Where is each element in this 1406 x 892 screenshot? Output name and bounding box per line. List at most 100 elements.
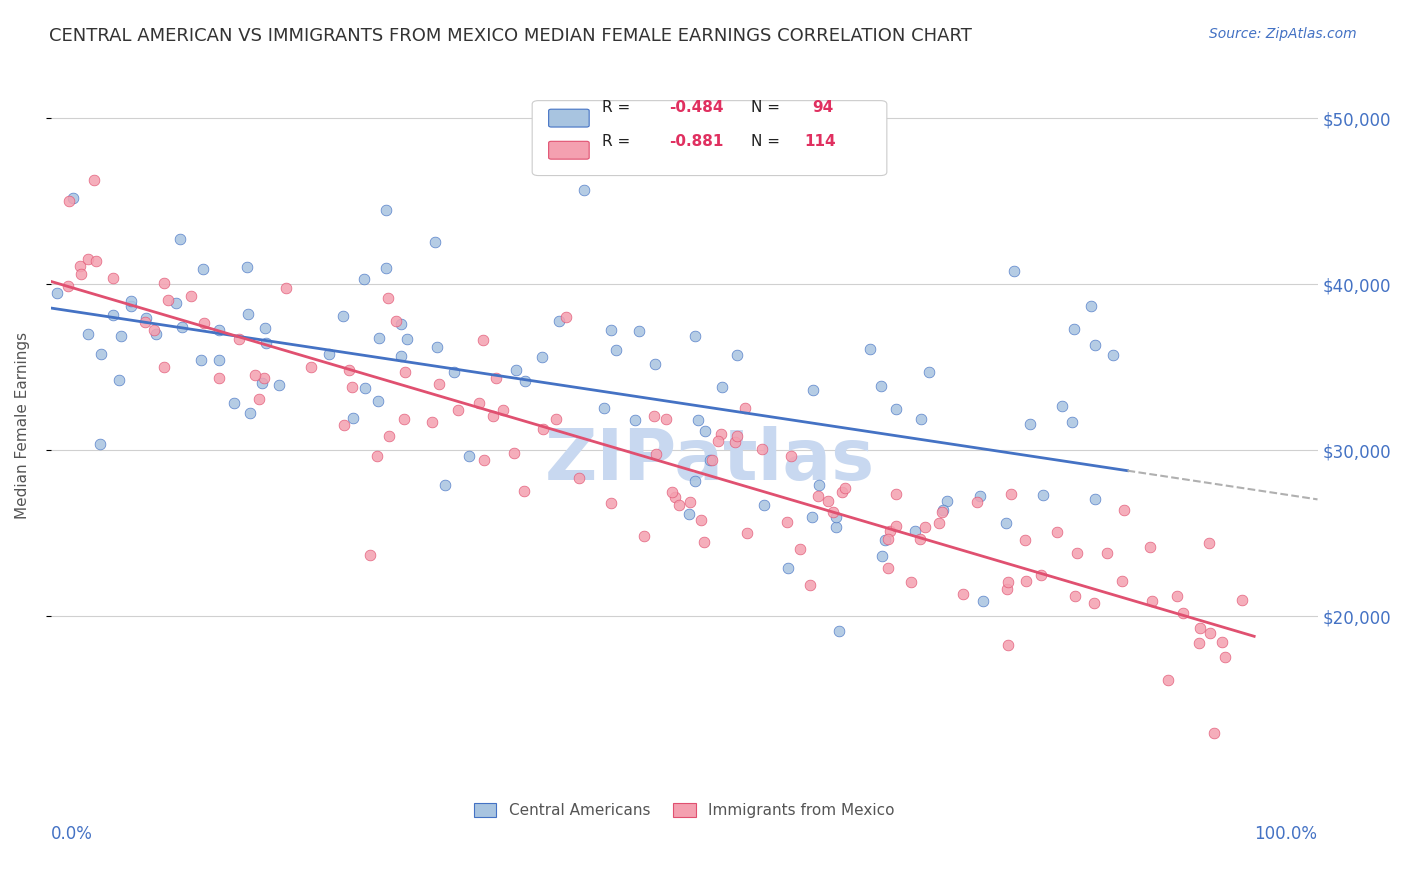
Point	[884, 401, 907, 416]
Point	[420, 415, 443, 429]
Point	[83, 173, 105, 187]
Point	[1052, 399, 1074, 413]
Point	[799, 578, 821, 592]
Point	[120, 299, 142, 313]
Point	[918, 365, 941, 379]
Point	[710, 380, 733, 394]
Point	[505, 362, 527, 376]
Point	[817, 493, 839, 508]
Point	[1032, 488, 1054, 502]
Point	[396, 332, 419, 346]
Point	[208, 353, 231, 368]
Point	[333, 418, 356, 433]
Point	[1080, 299, 1102, 313]
Point	[169, 231, 191, 245]
Point	[910, 412, 932, 426]
Point	[1083, 596, 1105, 610]
Point	[243, 368, 266, 382]
Point	[153, 276, 176, 290]
Text: R =: R =	[602, 100, 636, 115]
Point	[228, 332, 250, 346]
Point	[707, 434, 730, 449]
Point	[1114, 502, 1136, 516]
Point	[1095, 546, 1118, 560]
Point	[828, 624, 851, 639]
Text: N =: N =	[751, 134, 785, 149]
Point	[877, 561, 900, 575]
Point	[900, 574, 922, 589]
Point	[1000, 487, 1022, 501]
Point	[62, 191, 84, 205]
Point	[332, 309, 354, 323]
Point	[208, 322, 231, 336]
Point	[972, 593, 994, 607]
Point	[443, 365, 465, 379]
Point	[693, 535, 716, 549]
Point	[103, 308, 125, 322]
Point	[89, 437, 111, 451]
Point	[936, 494, 959, 508]
Point	[932, 502, 955, 516]
Point	[643, 409, 665, 423]
Point	[735, 525, 758, 540]
Point	[884, 518, 907, 533]
Point	[1046, 525, 1069, 540]
Point	[318, 347, 340, 361]
Point	[966, 495, 988, 509]
Point	[384, 313, 406, 327]
Point	[599, 323, 621, 337]
Point	[872, 549, 894, 564]
Point	[1102, 348, 1125, 362]
Point	[800, 510, 823, 524]
Point	[1063, 322, 1085, 336]
Point	[190, 353, 212, 368]
FancyBboxPatch shape	[548, 109, 589, 127]
Point	[655, 411, 678, 425]
Point	[661, 484, 683, 499]
Point	[725, 349, 748, 363]
Point	[179, 289, 201, 303]
FancyBboxPatch shape	[533, 101, 887, 176]
Point	[1198, 536, 1220, 550]
Point	[513, 483, 536, 498]
Point	[831, 484, 853, 499]
Point	[145, 326, 167, 341]
Point	[776, 515, 799, 529]
Point	[239, 406, 262, 420]
Point	[299, 360, 322, 375]
Point	[224, 395, 246, 409]
Point	[724, 434, 747, 449]
Point	[1199, 626, 1222, 640]
Text: R =: R =	[602, 134, 636, 149]
Text: CENTRAL AMERICAN VS IMMIGRANTS FROM MEXICO MEDIAN FEMALE EARNINGS CORRELATION CH: CENTRAL AMERICAN VS IMMIGRANTS FROM MEXI…	[49, 27, 972, 45]
Point	[801, 383, 824, 397]
Point	[914, 520, 936, 534]
Point	[1084, 338, 1107, 352]
Point	[485, 370, 508, 384]
Point	[903, 524, 925, 538]
Point	[423, 235, 446, 250]
Point	[859, 343, 882, 357]
Point	[1171, 606, 1194, 620]
Point	[513, 374, 536, 388]
Point	[45, 286, 67, 301]
Point	[250, 376, 273, 390]
Legend: Central Americans, Immigrants from Mexico: Central Americans, Immigrants from Mexic…	[467, 797, 901, 824]
Point	[142, 323, 165, 337]
Point	[931, 505, 953, 519]
Point	[135, 311, 157, 326]
Point	[426, 339, 449, 353]
Point	[468, 396, 491, 410]
Text: N =: N =	[751, 100, 785, 115]
Point	[624, 412, 647, 426]
Point	[359, 548, 381, 562]
Point	[482, 409, 505, 424]
Point	[693, 424, 716, 438]
Point	[877, 532, 900, 546]
Point	[254, 335, 277, 350]
Point	[997, 638, 1019, 652]
Point	[683, 474, 706, 488]
Point	[807, 489, 830, 503]
Point	[1232, 592, 1254, 607]
Point	[377, 429, 399, 443]
